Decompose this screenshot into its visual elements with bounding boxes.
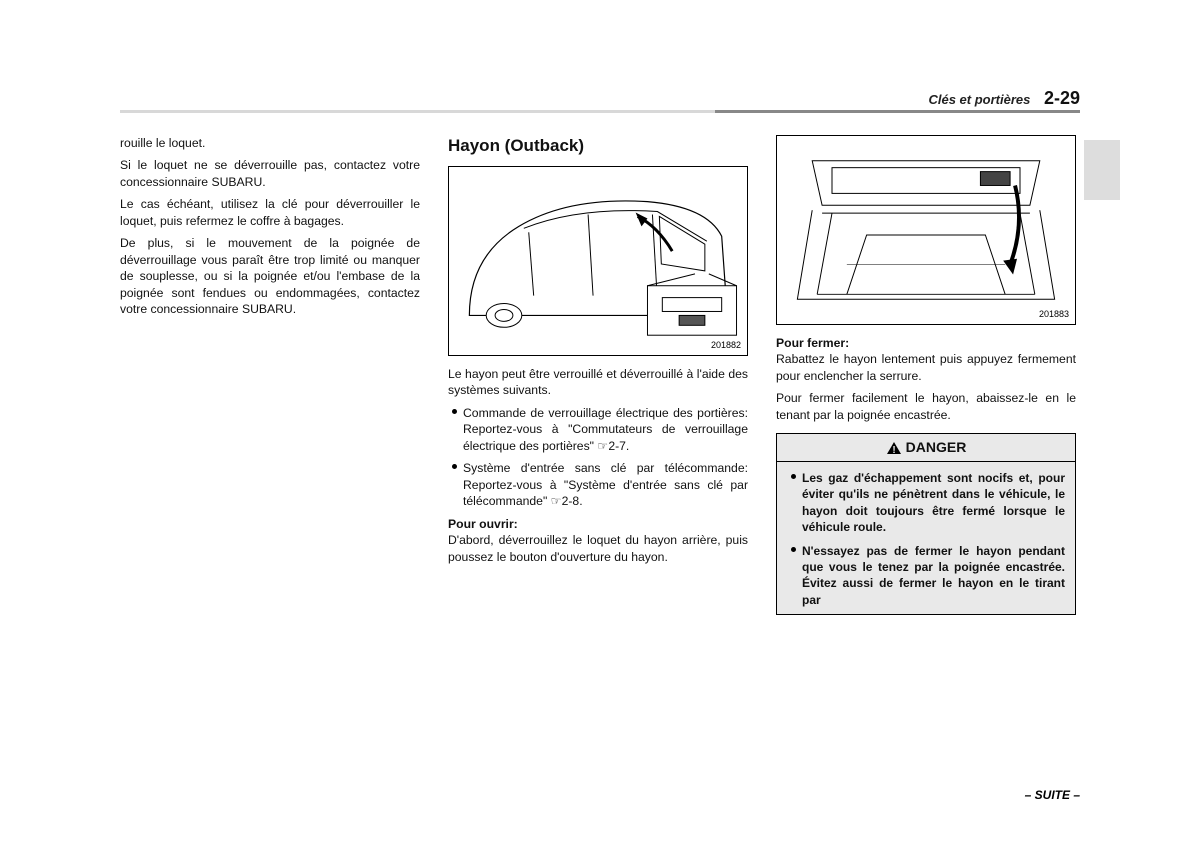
page-header: Clés et portières 2-29 <box>928 88 1080 109</box>
bullet-text: Système d'entrée sans clé par télécomman… <box>463 460 748 509</box>
bullet-dot-icon <box>452 464 457 469</box>
figure-hayon-open: 201883 <box>776 135 1076 325</box>
danger-body: Les gaz d'échappement sont nocifs et, po… <box>777 462 1075 614</box>
danger-bullet: Les gaz d'échappement sont nocifs et, po… <box>787 470 1065 535</box>
hayon-interior-illustration <box>777 136 1075 324</box>
bullet-item: Commande de verrouillage électrique des … <box>448 405 748 454</box>
figure-number: 201882 <box>711 339 741 351</box>
header-rule <box>120 110 1080 113</box>
para: rouille le loquet. <box>120 135 420 151</box>
para: Si le loquet ne se déverrouille pas, con… <box>120 157 420 190</box>
figure-vehicle-rear: 201882 <box>448 166 748 356</box>
open-text: D'abord, déverrouillez le loquet du hayo… <box>448 533 748 563</box>
thumb-tab <box>1084 140 1120 200</box>
close-text-1: Rabattez le hayon lentement puis appuyez… <box>776 352 1076 382</box>
bullet-dot-icon <box>791 474 796 479</box>
figure-number: 201883 <box>1039 308 1069 320</box>
page-number: 2-29 <box>1044 88 1080 108</box>
close-label: Pour fermer: <box>776 336 849 350</box>
continued-marker: – SUITE – <box>1025 788 1080 802</box>
para: Le cas échéant, utilisez la clé pour dév… <box>120 196 420 229</box>
bullet-text: Commande de verrouillage électrique des … <box>463 405 748 454</box>
para: De plus, si le mouvement de la poignée d… <box>120 235 420 317</box>
open-label: Pour ouvrir: <box>448 517 518 531</box>
vehicle-rear-illustration <box>449 167 747 355</box>
open-section: Pour ouvrir: D'abord, déverrouillez le l… <box>448 516 748 565</box>
danger-bullet: N'essayez pas de fermer le hayon pendant… <box>787 543 1065 608</box>
close-section: Pour fermer: Rabattez le hayon lentement… <box>776 335 1076 384</box>
manual-page: Clés et portières 2-29 rouille le loquet… <box>120 80 1080 800</box>
close-text-2: Pour fermer facilement le hayon, abaisse… <box>776 390 1076 423</box>
column-3: 201883 Pour fermer: Rabattez le hayon le… <box>776 135 1076 615</box>
hayon-heading: Hayon (Outback) <box>448 135 748 158</box>
para: Le hayon peut être verrouillé et déverro… <box>448 366 748 399</box>
bullet-item: Système d'entrée sans clé par télécomman… <box>448 460 748 509</box>
content-columns: rouille le loquet. Si le loquet ne se dé… <box>120 135 1080 615</box>
warning-triangle-icon: ! <box>886 441 902 455</box>
danger-text-1: Les gaz d'échappement sont nocifs et, po… <box>802 470 1065 535</box>
bullet-dot-icon <box>791 547 796 552</box>
danger-text-2: N'essayez pas de fermer le hayon pendant… <box>802 543 1065 608</box>
column-1: rouille le loquet. Si le loquet ne se dé… <box>120 135 420 615</box>
danger-box: ! DANGER Les gaz d'échappement sont noci… <box>776 433 1076 614</box>
bullet-dot-icon <box>452 409 457 414</box>
danger-heading: ! DANGER <box>777 434 1075 462</box>
section-title: Clés et portières <box>928 92 1030 107</box>
svg-text:!: ! <box>892 445 895 455</box>
danger-label: DANGER <box>906 439 967 455</box>
column-2: Hayon (Outback) <box>448 135 748 615</box>
